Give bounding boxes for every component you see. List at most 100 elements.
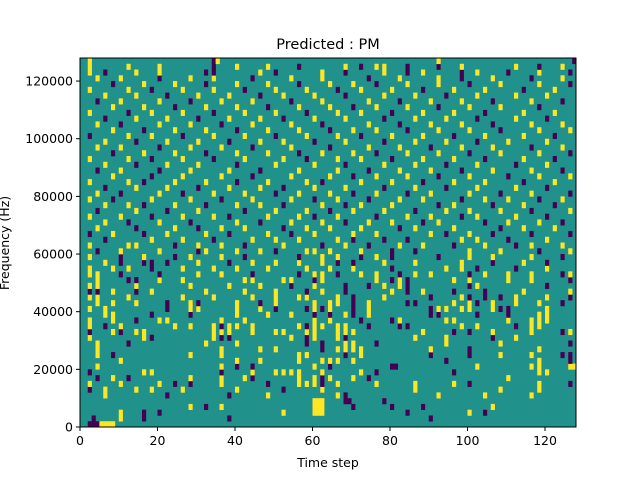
heatmap-cell <box>568 127 573 134</box>
heatmap-cell <box>359 109 364 116</box>
heatmap-cell <box>103 236 108 243</box>
heatmap-cell <box>312 403 317 411</box>
heatmap-cell <box>343 340 348 347</box>
heatmap-cell <box>165 115 170 122</box>
heatmap-cell <box>304 305 309 312</box>
heatmap-cell <box>227 230 232 238</box>
heatmap-cell <box>405 213 410 220</box>
heatmap-cell <box>289 369 294 376</box>
heatmap-cell <box>498 104 503 111</box>
heatmap-cell <box>521 288 526 295</box>
heatmap-cell <box>227 167 232 174</box>
heatmap-cell <box>568 288 573 295</box>
heatmap-cell <box>483 196 488 203</box>
heatmap-cell <box>134 184 139 191</box>
heatmap-cell <box>273 305 278 312</box>
heatmap-cell <box>211 190 216 197</box>
heatmap-cell <box>204 104 209 111</box>
heatmap-cell <box>258 346 263 353</box>
heatmap-cell <box>529 363 534 370</box>
heatmap-cell <box>351 300 356 307</box>
heatmap-cell <box>359 225 364 232</box>
heatmap-cell <box>397 121 402 128</box>
heatmap-cell <box>118 98 123 105</box>
y-tick-label: 0 <box>65 420 73 435</box>
heatmap-cell <box>273 369 278 376</box>
heatmap-cell <box>428 121 433 128</box>
heatmap-cell <box>95 346 100 353</box>
heatmap-cell <box>421 109 426 116</box>
heatmap-cell <box>382 63 387 70</box>
heatmap-cell <box>459 63 464 70</box>
heatmap-cell <box>490 98 495 105</box>
heatmap-cell <box>444 92 449 99</box>
heatmap-cell <box>529 352 534 359</box>
heatmap-cell <box>545 161 550 168</box>
heatmap-cell <box>537 81 542 88</box>
heatmap-cell <box>219 196 224 203</box>
heatmap-cell <box>304 288 309 295</box>
heatmap-cell <box>235 81 240 88</box>
heatmap-cell <box>483 179 488 186</box>
heatmap-cell <box>297 213 302 220</box>
heatmap-cell <box>157 121 162 128</box>
heatmap-cell <box>436 392 441 399</box>
heatmap-cell <box>149 386 154 393</box>
heatmap-cell <box>498 352 503 359</box>
x-tick-label: 40 <box>227 433 243 448</box>
heatmap-cell <box>514 265 519 272</box>
heatmap-cell <box>498 81 503 88</box>
heatmap-cell <box>405 173 410 180</box>
heatmap-cell <box>568 277 573 284</box>
heatmap-cell <box>227 415 232 422</box>
heatmap-cell <box>134 225 139 232</box>
heatmap-cell <box>506 138 511 145</box>
heatmap-cell <box>351 346 356 353</box>
heatmap-cell <box>149 236 154 243</box>
heatmap-cell <box>452 288 457 295</box>
heatmap-cell <box>351 328 356 336</box>
heatmap-cell <box>211 334 216 341</box>
heatmap-cell <box>149 109 154 116</box>
heatmap-cell <box>165 305 170 312</box>
heatmap-cell <box>250 75 255 82</box>
heatmap-cell <box>490 121 495 128</box>
heatmap-cell <box>452 242 457 249</box>
heatmap-cell <box>312 375 317 382</box>
heatmap-cell <box>250 196 255 203</box>
heatmap-cell <box>413 380 418 387</box>
heatmap-cell <box>103 392 108 399</box>
heatmap-cell <box>568 357 573 364</box>
heatmap-cell <box>374 104 379 111</box>
heatmap-cell <box>111 127 116 134</box>
heatmap-cell <box>142 369 147 376</box>
heatmap-cell <box>250 259 255 266</box>
heatmap-cell <box>95 294 100 301</box>
heatmap-cell <box>390 179 395 186</box>
heatmap-cell <box>250 369 255 376</box>
heatmap-cell <box>498 207 503 214</box>
heatmap-cell <box>568 69 573 76</box>
heatmap-cell <box>304 340 309 347</box>
heatmap-cell <box>514 63 519 70</box>
heatmap-cell <box>149 288 154 295</box>
heatmap-cell <box>99 421 104 428</box>
heatmap-cell <box>428 213 433 220</box>
heatmap-cell <box>475 282 480 289</box>
heatmap-cell <box>351 265 356 272</box>
chart-title: Predicted : PM <box>276 37 379 53</box>
heatmap-cell <box>188 75 193 82</box>
heatmap-cell <box>413 225 418 232</box>
heatmap-cell <box>289 277 294 284</box>
heatmap-cell <box>103 115 108 122</box>
heatmap-cell <box>514 300 519 307</box>
heatmap-cell <box>273 248 278 255</box>
heatmap-cell <box>374 190 379 197</box>
heatmap-cell <box>444 230 449 238</box>
heatmap-cell <box>459 305 464 312</box>
heatmap-cell <box>405 409 410 416</box>
heatmap-cell <box>219 334 224 341</box>
heatmap-cell <box>312 161 317 168</box>
heatmap-cell <box>382 282 387 289</box>
heatmap-cell <box>235 150 240 157</box>
